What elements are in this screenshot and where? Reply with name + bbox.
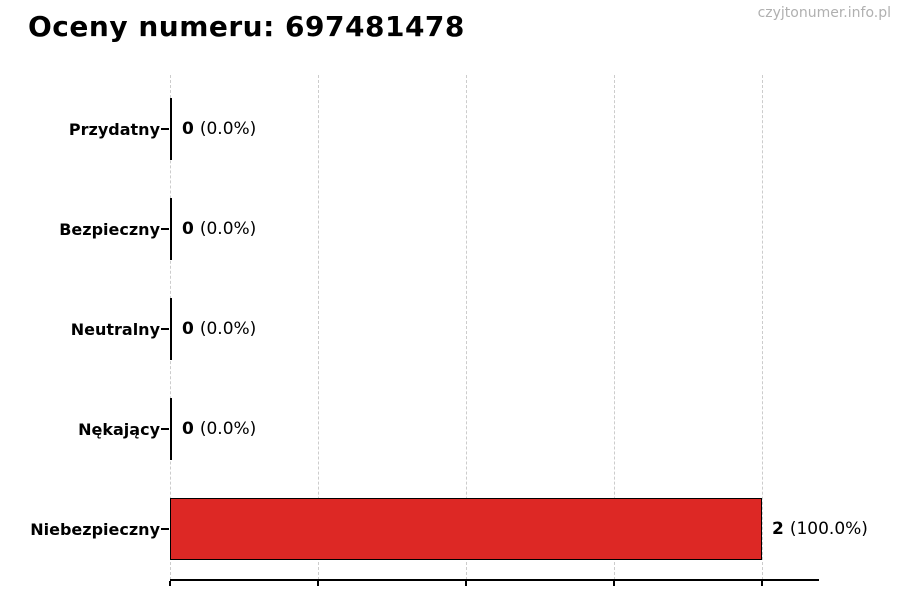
value-label: 0 (0.0%) — [182, 379, 256, 479]
value-percent: (0.0%) — [199, 119, 257, 139]
gridline — [614, 75, 615, 580]
bar — [170, 98, 172, 160]
chart-row: Niebezpieczny 2 (100.0%) — [0, 479, 900, 579]
value-percent: (0.0%) — [199, 319, 257, 339]
x-axis-tick — [613, 581, 615, 586]
value-label: 0 (0.0%) — [182, 179, 256, 279]
value-count: 0 — [182, 419, 194, 439]
gridline — [318, 75, 319, 580]
gridline — [762, 75, 763, 580]
y-axis-tick — [161, 428, 169, 430]
category-label: Niebezpieczny — [30, 519, 160, 539]
chart-row: Bezpieczny 0 (0.0%) — [0, 179, 900, 279]
value-count: 0 — [182, 219, 194, 239]
gridline — [466, 75, 467, 580]
y-axis-tick — [161, 528, 169, 530]
bar — [170, 298, 172, 360]
chart-row: Neutralny 0 (0.0%) — [0, 279, 900, 379]
y-axis-tick — [161, 128, 169, 130]
watermark: czyjtonumer.info.pl — [757, 5, 891, 21]
category-label: Przydatny — [68, 119, 160, 139]
category-label: Bezpieczny — [59, 219, 160, 239]
value-label: 2 (100.0%) — [772, 479, 868, 579]
bar — [170, 498, 762, 560]
x-axis-tick — [169, 581, 171, 586]
value-label: 0 (0.0%) — [182, 279, 256, 379]
value-percent: (0.0%) — [199, 219, 257, 239]
y-axis-tick — [161, 228, 169, 230]
page-title: Oceny numeru: 697481478 — [28, 10, 465, 43]
value-count: 0 — [182, 119, 194, 139]
x-axis-line — [170, 579, 819, 581]
bar — [170, 198, 172, 260]
value-count: 0 — [182, 319, 194, 339]
category-label: Nękający — [78, 419, 160, 439]
value-count: 2 — [772, 519, 784, 539]
chart-row: Przydatny 0 (0.0%) — [0, 79, 900, 179]
chart-row: Nękający 0 (0.0%) — [0, 379, 900, 479]
y-axis-tick — [161, 328, 169, 330]
category-label: Neutralny — [70, 319, 160, 339]
value-label: 0 (0.0%) — [182, 79, 256, 179]
x-axis-tick — [465, 581, 467, 586]
value-percent: (0.0%) — [199, 419, 257, 439]
x-axis-tick — [761, 581, 763, 586]
x-axis-tick — [317, 581, 319, 586]
bar — [170, 398, 172, 460]
value-percent: (100.0%) — [789, 519, 868, 539]
